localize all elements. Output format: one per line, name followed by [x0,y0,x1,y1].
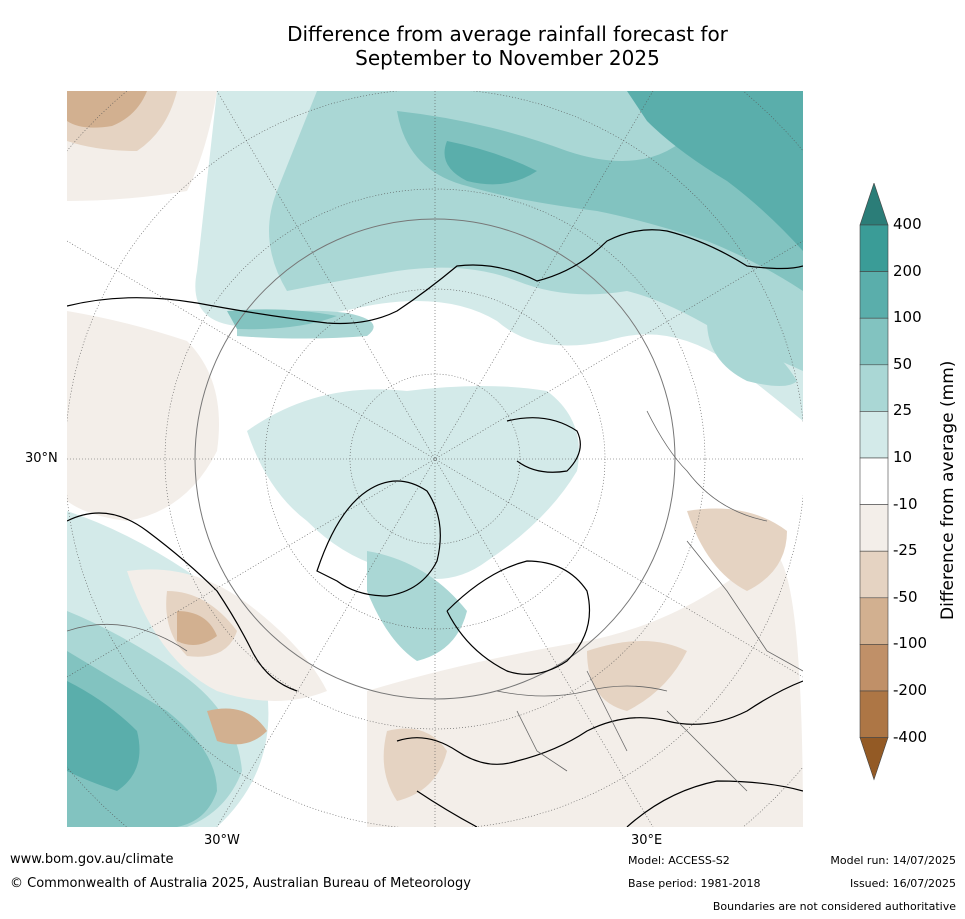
lon-label-30e: 30°E [631,833,663,848]
title-line-2: September to November 2025 [355,46,660,70]
colorbar-segment [859,317,889,366]
anomaly-region-brown-medium [587,641,687,711]
issued-label: Issued: 16/07/2025 [849,877,956,890]
colorbar-tick-label: 25 [893,401,913,420]
anomaly-region-brown-light [67,311,219,521]
anomaly-region-teal-strong [67,681,140,791]
colorbar-segment [859,690,889,738]
rainfall-map [67,91,803,827]
disclaimer-text: Boundaries are not considered authoritat… [712,900,956,913]
colorbar-tick-label: 400 [893,215,922,233]
colorbar-segment [859,457,889,505]
anomaly-region-teal-dark [227,309,337,330]
colorbar-tick-label: 100 [893,308,922,327]
base-period-label: Base period: 1981-2018 [628,877,761,890]
anomaly-region-brown-dark [177,611,217,645]
colorbar [859,183,889,781]
colorbar-segment [859,644,889,692]
lon-label-30w: 30°W [204,833,240,848]
copyright-text: © Commonwealth of Australia 2025, Austra… [10,876,471,891]
colorbar-segment [859,271,889,319]
anomaly-region-brown-medium [383,728,447,801]
coastlines [67,229,803,827]
anomaly-region-teal-strong [627,91,803,251]
projection-circle [194,218,676,700]
colorbar-segment [859,411,889,459]
anomaly-region-teal-strong [444,141,537,185]
model-run-label: Model run: 14/07/2025 [830,854,956,867]
anomaly-region-teal-medium [367,551,467,661]
anomaly-region-brown-light [367,550,803,827]
anomaly-region-teal-medium [707,321,797,386]
colorbar-tick-label: 10 [893,448,913,466]
colorbar-tick-label: -200 [893,681,928,699]
website-link[interactable]: www.bom.gov.au/climate [10,852,174,867]
anomaly-region-brown-medium [687,508,787,591]
colorbar-title: Difference from average (mm) [938,360,958,620]
anomaly-region-brown-dark [67,91,147,128]
colorbar-tick-label: -100 [893,634,928,653]
anomaly-region-brown-dark [207,708,267,745]
title-line-1: Difference from average rainfall forecas… [287,22,728,46]
colorbar-segment [859,364,889,412]
model-label: Model: ACCESS-S2 [628,854,730,867]
colorbar-segment [859,550,889,599]
colorbar-tick-label: -10 [893,494,918,513]
country-borders [67,410,803,792]
colorbar-tick-label: 50 [893,354,913,373]
colorbar-tick-label: -25 [893,541,918,560]
colorbar-extend-top [859,183,889,226]
map-title: Difference from average rainfall forecas… [240,22,775,70]
graticule [67,91,803,827]
colorbar-segment [859,224,889,272]
colorbar-extend-bottom [859,737,889,781]
colorbar-tick-label: 200 [893,261,922,280]
lat-label-30n: 30°N [25,451,58,466]
anomaly-region-teal-light [247,386,579,579]
colorbar-segment [859,504,889,552]
colorbar-segment [859,597,889,645]
colorbar-tick-label: -400 [893,727,928,746]
colorbar-tick-label: -50 [893,587,918,606]
